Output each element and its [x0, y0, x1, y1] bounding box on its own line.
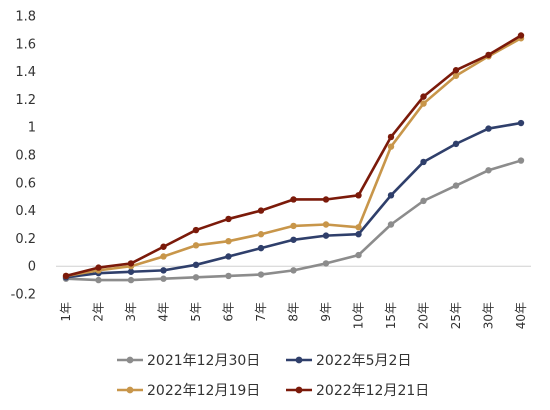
data-point [225, 253, 232, 260]
data-point [290, 222, 297, 230]
data-point [257, 207, 265, 214]
data-point [322, 196, 330, 203]
x-tick-label: 15年 [384, 302, 398, 329]
data-point [322, 232, 330, 239]
data-point [517, 119, 525, 127]
y-tick-label: 1 [28, 121, 36, 136]
x-axis: 1年 2年 3年 4年 5年 6年 7年 8年 9年 10年 15年 20年 25年 30年 40年 [59, 302, 528, 329]
data-point [95, 276, 102, 284]
y-tick-label: 1.8 [15, 10, 36, 25]
data-point [517, 32, 525, 39]
legend-label: 2022年5月2日 [316, 353, 411, 369]
data-point [257, 271, 265, 278]
data-point [485, 167, 492, 174]
data-point [355, 251, 362, 259]
data-point [95, 264, 102, 271]
x-tick-label: 8年 [287, 302, 301, 322]
data-point [452, 182, 460, 189]
data-point [257, 231, 265, 238]
data-point [420, 93, 427, 100]
data-point [355, 224, 362, 231]
data-point [127, 268, 135, 275]
x-tick-label: 4年 [157, 302, 171, 322]
legend-swatch-marker [126, 356, 134, 364]
y-tick-label: 0.6 [15, 176, 36, 191]
data-point [225, 237, 232, 245]
data-point [257, 244, 265, 252]
data-point [355, 192, 362, 199]
legend-swatch-marker [126, 386, 134, 394]
series-3 [62, 35, 525, 280]
x-tick-label: 20年 [417, 302, 431, 329]
data-point [452, 140, 460, 148]
data-point [452, 72, 460, 79]
data-point [420, 197, 427, 205]
data-point [387, 143, 395, 150]
data-point [290, 196, 297, 203]
y-tick-label: 1.2 [15, 93, 36, 108]
data-point [517, 157, 525, 164]
y-tick-label: 1.4 [15, 65, 36, 80]
y-tick-label: 1.6 [15, 37, 36, 52]
y-tick-label: 0.2 [15, 232, 36, 247]
data-point [127, 276, 135, 284]
legend-swatch-marker [295, 356, 303, 364]
series-layer [62, 32, 525, 284]
y-tick-label: 0.4 [15, 204, 36, 219]
data-point [485, 125, 492, 132]
data-point [160, 253, 167, 260]
legend: 2021年12月30日 2022年5月2日 2022年12月19日 2022年12月2… [117, 353, 429, 399]
data-point [355, 231, 362, 238]
data-point [420, 158, 427, 166]
series-1 [62, 157, 525, 284]
data-point [192, 261, 200, 269]
data-point [290, 267, 297, 274]
data-point [387, 133, 395, 141]
data-point [160, 243, 167, 250]
legend-label: 2021年12月30日 [147, 353, 260, 369]
data-point [452, 67, 460, 74]
series-4 [62, 32, 525, 280]
data-point [160, 267, 167, 274]
data-point [290, 236, 297, 243]
x-tick-label: 10年 [352, 302, 366, 329]
x-tick-label: 1年 [59, 302, 73, 322]
y-tick-label: 0.8 [15, 149, 36, 164]
y-tick-label: 0 [28, 260, 36, 275]
legend-item: 2021年12月30日 [117, 353, 260, 369]
x-tick-label: 40年 [514, 302, 528, 329]
y-axis: -0.2 0 0.2 0.4 0.6 0.8 1 1.2 1.4 1.6 1.8 [11, 10, 36, 303]
x-tick-label: 9年 [319, 302, 333, 322]
x-tick-label: 5年 [189, 302, 203, 322]
data-point [62, 272, 70, 280]
legend-item: 2022年5月2日 [286, 353, 411, 369]
data-point [387, 221, 395, 228]
legend-label: 2022年12月19日 [147, 383, 260, 399]
data-point [127, 260, 135, 267]
x-tick-label: 6年 [222, 302, 236, 322]
data-point [192, 226, 200, 234]
x-tick-label: 3年 [124, 302, 138, 322]
data-point [322, 260, 330, 267]
x-tick-label: 2年 [92, 302, 106, 322]
legend-swatch-marker [295, 386, 303, 394]
legend-item: 2022年12月21日 [286, 383, 429, 399]
data-point [387, 192, 395, 199]
data-point [160, 275, 167, 282]
x-tick-label: 25年 [449, 302, 463, 329]
data-point [225, 215, 232, 223]
x-tick-label: 30年 [482, 302, 496, 329]
data-point [485, 51, 492, 59]
data-point [192, 242, 200, 249]
x-tick-label: 7年 [254, 302, 268, 322]
legend-label: 2022年12月21日 [316, 383, 429, 399]
data-point [420, 100, 427, 107]
data-point [192, 274, 200, 281]
y-tick-label: -0.2 [11, 288, 36, 303]
legend-item: 2022年12月19日 [117, 383, 260, 399]
data-point [322, 221, 330, 228]
data-point [225, 272, 232, 280]
